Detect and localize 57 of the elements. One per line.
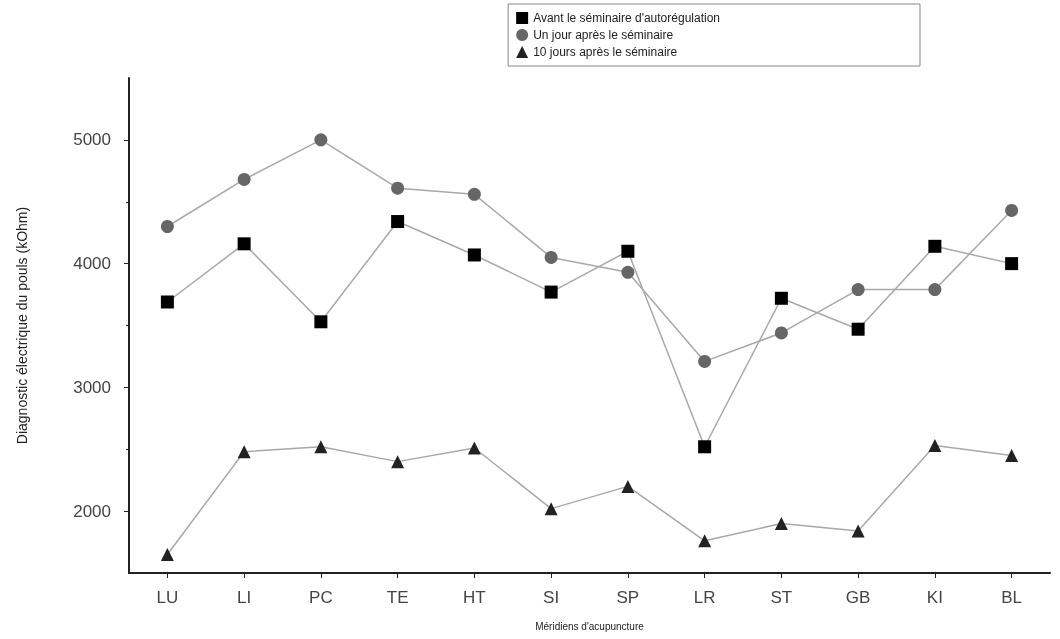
point (774, 517, 788, 530)
y-tick-label: 2000 (73, 501, 111, 521)
point (391, 455, 405, 469)
point (928, 239, 942, 253)
x-tick-label: KI (926, 588, 943, 607)
y-tick-label: 4000 (73, 254, 111, 274)
point (160, 295, 174, 309)
point (544, 502, 558, 516)
point (928, 439, 942, 453)
point (1005, 448, 1019, 462)
point (314, 133, 328, 147)
point (851, 283, 865, 297)
x-tick-label: BL (1001, 588, 1023, 607)
point (544, 250, 558, 264)
point (467, 248, 481, 262)
point (1005, 203, 1019, 217)
x-tick-label: TE (386, 588, 409, 607)
x-tick-label: ST (770, 588, 793, 607)
x-tick-label: LI (237, 588, 252, 607)
x-axis-title: Méridiens d'acupuncture (535, 620, 645, 632)
x-tick-label: SI (543, 588, 560, 607)
point (160, 547, 174, 561)
point (851, 322, 865, 336)
y-axis-title: Diagnostic électrique du pouls (kOhm) (14, 206, 30, 445)
point (1005, 257, 1019, 271)
legend-label: Un jour après le séminaire (533, 28, 674, 42)
point (391, 215, 405, 229)
point (314, 315, 328, 329)
x-tick-label: SP (616, 588, 640, 607)
point (544, 285, 558, 299)
legend-label: Avant le séminaire d'autorégulation (533, 11, 720, 25)
point (237, 237, 251, 251)
point (928, 283, 942, 297)
point (467, 187, 481, 201)
point (237, 445, 251, 459)
point (160, 220, 174, 233)
x-tick-label: HT (463, 588, 486, 607)
point (851, 524, 865, 538)
point (391, 181, 405, 195)
point (774, 291, 788, 305)
point (698, 354, 712, 368)
point (621, 265, 635, 279)
point (314, 440, 328, 454)
x-tick-label: LR (693, 588, 716, 607)
point (774, 326, 788, 340)
y-tick-label: 5000 (73, 130, 111, 150)
x-tick-label: LU (156, 588, 179, 607)
point (237, 172, 251, 186)
y-tick-label: 3000 (73, 377, 111, 397)
point (698, 534, 712, 548)
point (698, 440, 712, 454)
x-tick-label: PC (309, 588, 333, 607)
x-tick-label: GB (845, 588, 871, 607)
point (467, 441, 481, 455)
point (621, 479, 635, 493)
legend-label: 10 jours après le séminaire (533, 45, 678, 59)
point (621, 244, 635, 258)
